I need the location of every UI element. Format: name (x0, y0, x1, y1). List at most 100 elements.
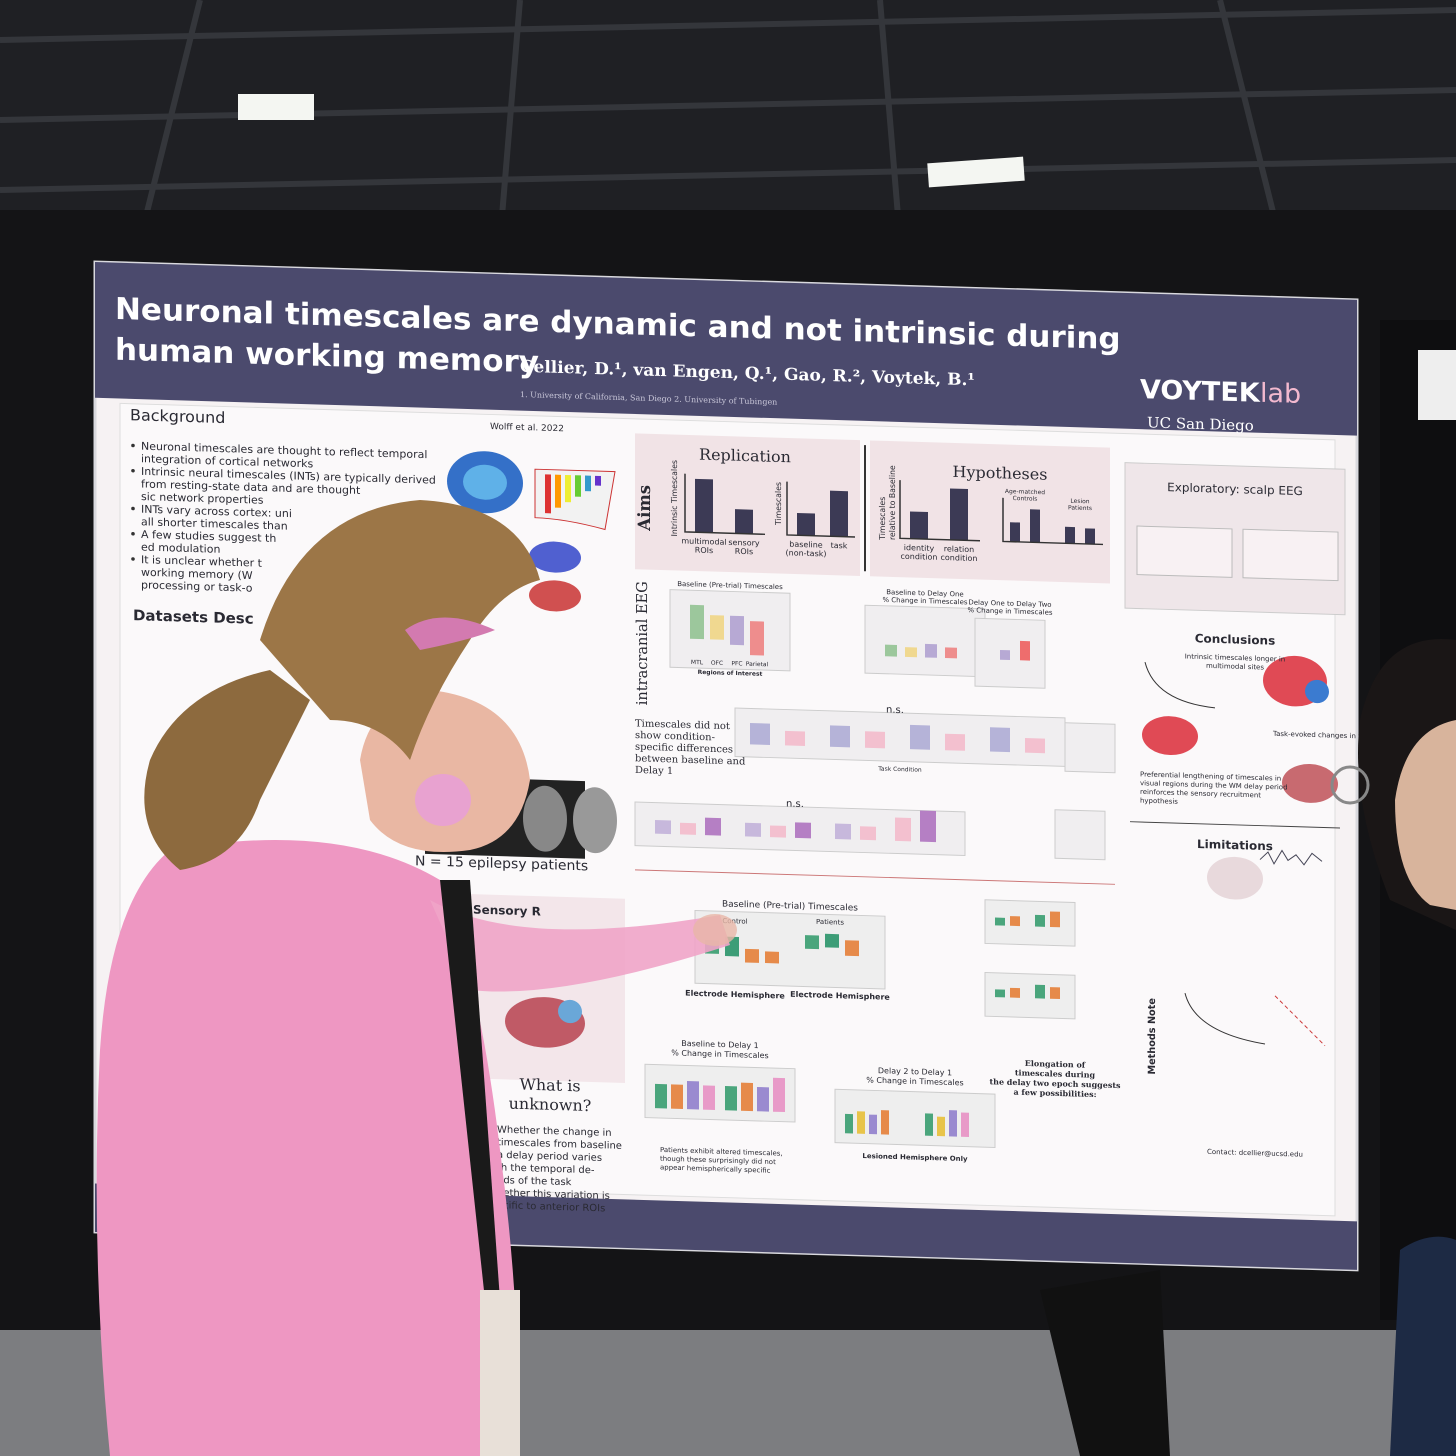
wolff-bars (545, 474, 601, 514)
bullet-text: A few studies suggest th (141, 528, 276, 545)
eeg-trace (1259, 849, 1323, 866)
ieeg-note: between baseline and (635, 753, 746, 767)
bullet-text: sic network properties (141, 490, 264, 506)
axis-label: Intrinsic Timescales (670, 460, 679, 537)
methods-plot (1184, 992, 1266, 1045)
scalp-note: the delay two epoch suggests (989, 1077, 1121, 1090)
lanyard (440, 880, 500, 1300)
ieeg-note: Timescales did not (635, 718, 730, 732)
annotation: n.s. (786, 799, 804, 810)
ieeg-note: Delay 1 (635, 765, 673, 777)
bullet-text: processing or task-o (141, 578, 253, 594)
tick-label: PFC (731, 661, 742, 667)
plot-title: Delay One to Delay Two (968, 599, 1051, 609)
conclusion-brain (1305, 679, 1329, 704)
visitor-face (1395, 720, 1456, 910)
legend-label: Controls (1013, 496, 1038, 503)
ieeg-note: specific differences (635, 742, 733, 756)
ieeg-label: intracranial EEG (634, 581, 651, 706)
aims-label: Aims (634, 485, 654, 532)
unknown-text: timescales from baseline (497, 1137, 622, 1152)
legend-label: Patients (1068, 506, 1092, 513)
aims-bars (695, 478, 1095, 545)
section-heading: Conclusions (1195, 631, 1275, 647)
section-heading: Background (130, 405, 225, 427)
bullet-text: working memory (W (141, 566, 253, 582)
axis-label: Lesioned Hemisphere Only (862, 1152, 968, 1163)
ieeg-note: show condition- (635, 730, 715, 743)
tick-label: ROIs (735, 547, 753, 556)
section-heading: What is (519, 1075, 580, 1096)
tick-label: baseline (789, 540, 823, 550)
eeg-topomap (463, 464, 507, 500)
earring (415, 774, 471, 826)
replication-box (635, 433, 860, 576)
plot-title: Delay 2 to Delay 1 (878, 1066, 952, 1077)
methods-plot (1274, 995, 1326, 1047)
divider (1130, 821, 1340, 829)
bullet (131, 443, 135, 448)
axis-label: Electrode Hemisphere (790, 990, 890, 1002)
bullet (131, 532, 135, 536)
tick-label: task (831, 541, 848, 550)
legend-label: Control (722, 917, 747, 926)
tick-label: condition (901, 552, 938, 562)
bullet-text: INTs vary across cortex: uni (141, 503, 292, 520)
axis-label: Timescales (878, 497, 887, 541)
conclusion-brain (1282, 764, 1338, 803)
section-heading: Sensory R (473, 903, 541, 919)
presenter-ponytail (144, 670, 310, 870)
exploratory-plot (1242, 528, 1339, 582)
sensory-brain (558, 999, 582, 1024)
tick-label: (non-task) (786, 548, 827, 558)
visitor-jacket (1390, 1236, 1456, 1456)
hair-clip (405, 617, 495, 650)
ceiling-light (238, 94, 314, 120)
plot-title: Baseline to Delay One (886, 588, 963, 598)
logo-university: UC San Diego (1147, 415, 1254, 435)
next-sign (1418, 350, 1456, 420)
head-diagram (1207, 856, 1263, 900)
axis-label: Timescales (774, 482, 783, 526)
scalp-boxes (655, 911, 1060, 1137)
badge (480, 1290, 520, 1456)
exploratory-plot (1136, 525, 1233, 578)
conclusion-brain (1142, 716, 1198, 756)
tick-label: ROIs (695, 546, 713, 555)
section-heading: Datasets Desc (133, 607, 254, 627)
legend-label: Age-matched (1005, 489, 1045, 496)
tick-label: OFC (711, 661, 723, 667)
bullet (131, 468, 135, 473)
unknown-text: hether this variation is (497, 1188, 610, 1202)
citation: Wolff et al. 2022 (490, 422, 564, 434)
presenter-hair (260, 500, 540, 760)
plot-title: Baseline to Delay 1 (681, 1039, 759, 1050)
presenter-hand (693, 914, 737, 946)
conclusion-text: multimodal sites (1206, 662, 1264, 672)
section-heading: Methods Note (1147, 998, 1158, 1075)
mri-image (573, 787, 617, 854)
logo: lab (1260, 378, 1301, 410)
tick-label: identity (904, 543, 935, 553)
axis-label: Regions of Interest (698, 670, 763, 678)
aims-axes (684, 473, 1103, 546)
tick-label: sensory (728, 538, 760, 548)
conclusion-plot (1144, 661, 1216, 709)
conclusion-text: hypothesis (1140, 797, 1178, 806)
legend-label: Lesion (1070, 499, 1089, 505)
bullet-text: It is unclear whether t (141, 553, 262, 569)
tick-label: multimodal (681, 537, 726, 547)
bullet (131, 557, 135, 561)
plot-title: Baseline (Pre-trial) Timescales (722, 900, 858, 914)
contact: Contact: dcellier@ucsd.edu (1207, 1148, 1303, 1159)
legend-label: Patients (816, 918, 844, 927)
unknown-text: ecific to anterior ROIs (497, 1200, 605, 1214)
scalp-note: though these surprisingly did not (660, 1155, 776, 1166)
presenter-arm (430, 900, 730, 992)
conclusion-text: reinforces the sensory recruitment (1140, 788, 1261, 800)
conclusion-text: Task-evoked changes in timescales (1272, 730, 1396, 742)
axis-label: Electrode Hemisphere (685, 989, 785, 1001)
plot-title: % Change in Timescales (671, 1048, 768, 1060)
